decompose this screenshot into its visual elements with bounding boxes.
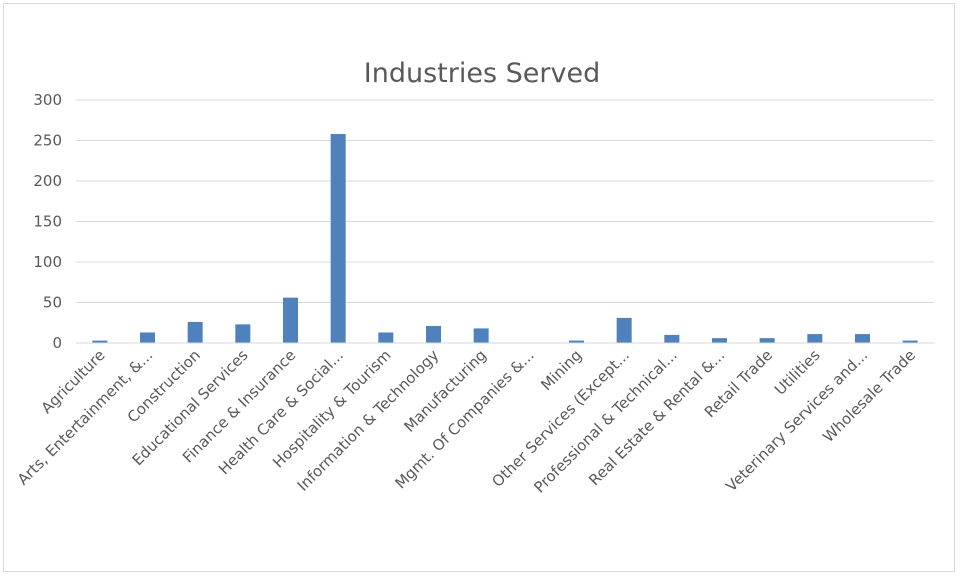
gridlines	[76, 99, 934, 303]
bar	[283, 297, 298, 343]
bars	[92, 134, 918, 343]
bar	[616, 317, 632, 343]
chart-title: Industries Served	[364, 58, 600, 89]
bar	[473, 328, 489, 343]
bar	[664, 334, 680, 343]
bar	[378, 332, 394, 343]
y-tick-label: 0	[52, 334, 62, 352]
bar	[92, 340, 108, 343]
y-tick-label: 100	[33, 253, 62, 271]
bar	[807, 334, 823, 343]
y-tick-label: 300	[33, 91, 62, 109]
chart-frame	[3, 3, 955, 572]
x-tick-label: Manufacturing	[400, 346, 490, 436]
y-axis-ticks: 0 50 100 150 200 250 300	[33, 91, 62, 352]
bar	[330, 134, 346, 343]
bar	[569, 340, 584, 343]
bar	[426, 325, 441, 343]
bar	[712, 338, 727, 343]
x-tick-label: Wholesale Trade	[819, 346, 919, 446]
y-tick-label: 200	[33, 172, 62, 190]
bar	[759, 338, 775, 343]
bar	[187, 321, 203, 343]
bar	[235, 324, 251, 343]
y-tick-label: 150	[33, 213, 62, 231]
bar	[902, 340, 918, 343]
y-tick-label: 250	[33, 132, 62, 150]
y-tick-label: 50	[43, 294, 62, 312]
bar	[855, 334, 870, 343]
bar	[140, 332, 155, 343]
